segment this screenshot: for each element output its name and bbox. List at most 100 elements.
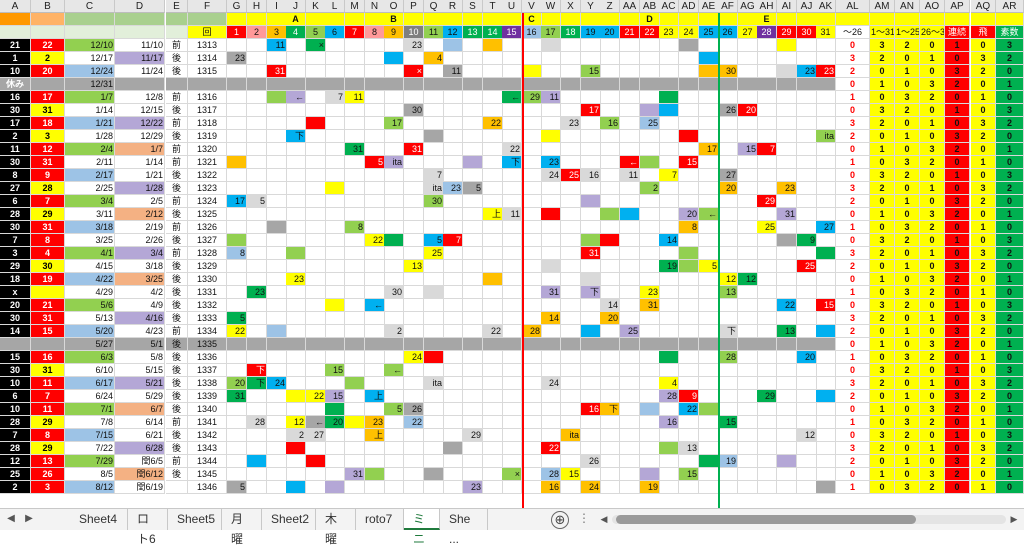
table-cell[interactable] [306, 208, 326, 221]
table-cell[interactable]: 1340 [188, 403, 227, 416]
table-cell[interactable]: 1 [971, 91, 996, 104]
table-cell[interactable] [306, 273, 326, 286]
table-cell[interactable]: 30 [384, 286, 404, 299]
table-cell[interactable] [443, 39, 463, 52]
table-cell[interactable] [247, 468, 267, 481]
table-cell[interactable] [365, 481, 385, 494]
table-cell[interactable] [679, 39, 699, 52]
group-header-cell[interactable] [920, 13, 945, 26]
table-cell[interactable] [797, 156, 817, 169]
table-cell[interactable]: 2 [870, 442, 895, 455]
table-cell[interactable]: 22 [31, 39, 65, 52]
table-cell[interactable] [581, 299, 601, 312]
table-cell[interactable]: 3 [920, 273, 945, 286]
table-cell[interactable]: 下 [718, 325, 738, 338]
table-cell[interactable]: 0 [996, 455, 1024, 468]
table-cell[interactable] [483, 273, 503, 286]
table-cell[interactable] [502, 325, 522, 338]
table-cell[interactable] [404, 442, 424, 455]
table-cell[interactable] [659, 182, 679, 195]
table-cell[interactable] [424, 455, 444, 468]
table-cell[interactable] [286, 78, 306, 91]
table-cell[interactable] [365, 143, 385, 156]
table-cell[interactable] [620, 130, 640, 143]
table-cell[interactable] [247, 143, 267, 156]
group-header-cell[interactable] [463, 13, 483, 26]
table-cell[interactable]: 14 [600, 299, 620, 312]
table-cell[interactable]: 17 [699, 143, 719, 156]
table-cell[interactable]: 20 [325, 416, 345, 429]
table-cell[interactable]: 1 [836, 286, 870, 299]
table-cell[interactable] [443, 481, 463, 494]
number-header-cell[interactable]: 18 [561, 26, 581, 39]
table-cell[interactable] [443, 52, 463, 65]
group-header-cell[interactable] [424, 13, 444, 26]
table-cell[interactable] [247, 91, 267, 104]
table-cell[interactable] [738, 169, 758, 182]
table-cell[interactable] [286, 169, 306, 182]
table-cell[interactable] [424, 208, 444, 221]
table-cell[interactable]: 0 [996, 351, 1024, 364]
table-cell[interactable] [522, 195, 542, 208]
table-cell[interactable]: 3 [31, 481, 65, 494]
table-cell[interactable]: 5/1 [115, 338, 165, 351]
table-cell[interactable] [541, 364, 561, 377]
table-cell[interactable] [227, 299, 247, 312]
table-cell[interactable]: 0 [996, 481, 1024, 494]
table-cell[interactable] [247, 351, 267, 364]
table-cell[interactable]: 後 [166, 260, 188, 273]
table-cell[interactable] [718, 403, 738, 416]
table-cell[interactable] [738, 260, 758, 273]
table-cell[interactable] [581, 390, 601, 403]
table-cell[interactable] [463, 455, 483, 468]
table-cell[interactable]: 31 [31, 104, 65, 117]
table-cell[interactable] [286, 390, 306, 403]
table-cell[interactable] [659, 78, 679, 91]
table-cell[interactable] [541, 299, 561, 312]
table-cell[interactable] [620, 91, 640, 104]
table-cell[interactable] [522, 65, 542, 78]
table-cell[interactable] [699, 156, 719, 169]
table-cell[interactable] [640, 169, 660, 182]
table-cell[interactable] [115, 78, 165, 91]
table-cell[interactable] [365, 195, 385, 208]
table-cell[interactable]: 12/22 [115, 117, 165, 130]
table-cell[interactable]: 12 [797, 429, 817, 442]
sheet-tab[interactable]: She ... [440, 509, 488, 546]
table-cell[interactable]: 後 [166, 130, 188, 143]
table-cell[interactable]: 0 [836, 78, 870, 91]
table-cell[interactable] [640, 208, 660, 221]
table-cell[interactable]: 19 [640, 481, 660, 494]
table-cell[interactable]: 17 [0, 117, 31, 130]
table-cell[interactable]: 7 [443, 234, 463, 247]
table-cell[interactable] [738, 65, 758, 78]
table-cell[interactable] [267, 78, 287, 91]
table-cell[interactable] [286, 234, 306, 247]
table-cell[interactable] [443, 299, 463, 312]
table-cell[interactable]: 0 [895, 273, 920, 286]
table-cell[interactable] [757, 286, 777, 299]
table-cell[interactable] [384, 429, 404, 442]
table-cell[interactable] [699, 403, 719, 416]
table-cell[interactable] [777, 455, 797, 468]
table-cell[interactable]: 1 [920, 247, 945, 260]
table-cell[interactable] [267, 52, 287, 65]
table-cell[interactable] [797, 286, 817, 299]
table-cell[interactable] [247, 299, 267, 312]
table-cell[interactable] [738, 39, 758, 52]
table-cell[interactable]: 31 [227, 390, 247, 403]
table-cell[interactable] [659, 39, 679, 52]
table-cell[interactable]: 10 [0, 403, 31, 416]
table-cell[interactable]: 0 [895, 208, 920, 221]
table-cell[interactable]: 2/25 [65, 182, 115, 195]
table-cell[interactable] [424, 364, 444, 377]
table-cell[interactable] [797, 273, 817, 286]
table-cell[interactable] [267, 156, 287, 169]
column-header[interactable]: AC [659, 0, 679, 13]
number-header-cell[interactable]: 素数 [996, 26, 1024, 39]
table-cell[interactable] [659, 273, 679, 286]
table-cell[interactable] [384, 260, 404, 273]
table-cell[interactable]: 11/10 [115, 39, 165, 52]
table-cell[interactable]: 閏6/12 [115, 468, 165, 481]
table-cell[interactable]: 前 [166, 39, 188, 52]
